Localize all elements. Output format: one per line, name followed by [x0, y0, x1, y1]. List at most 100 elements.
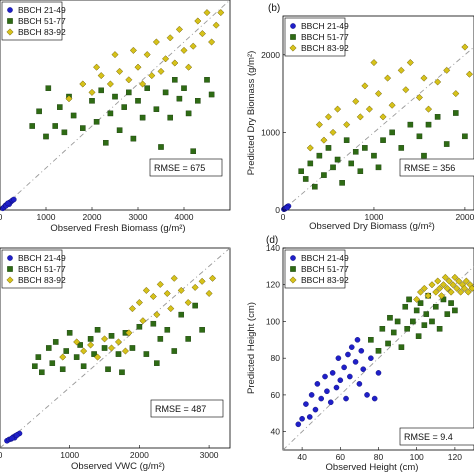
point-bbch-51-77: [29, 123, 36, 129]
point-bbch-83-92: [329, 128, 337, 136]
point-bbch-21-49: [11, 196, 17, 203]
point-bbch-51-77: [154, 360, 160, 366]
point-bbch-83-92: [361, 82, 369, 90]
scatter-marks: [0, 247, 231, 449]
point-bbch-51-77: [316, 152, 323, 159]
point-bbch-51-77: [59, 366, 66, 373]
point-bbch-83-92: [334, 105, 342, 113]
one-to-one-line: [282, 266, 474, 451]
panel-label-b: (b): [268, 3, 280, 14]
point-bbch-51-77: [385, 340, 391, 347]
legend-marker-0: [290, 23, 296, 29]
point-bbch-83-92: [451, 273, 459, 281]
point-bbch-51-77: [136, 323, 143, 330]
point-bbch-51-77: [407, 121, 414, 128]
point-bbch-51-77: [52, 339, 59, 345]
point-bbch-21-49: [333, 384, 340, 391]
point-bbch-83-92: [462, 277, 470, 285]
x-tick-label: 3000: [200, 450, 219, 460]
point-bbch-21-49: [343, 395, 349, 402]
point-bbch-83-92: [432, 288, 440, 296]
point-bbch-51-77: [416, 133, 423, 140]
point-bbch-51-77: [192, 302, 198, 309]
point-bbch-51-77: [417, 300, 424, 306]
legend-marker-2: [289, 276, 297, 284]
point-bbch-51-77: [362, 145, 368, 151]
point-bbch-51-77: [425, 121, 432, 128]
point-bbch-83-92: [424, 292, 432, 300]
one-to-one-line: [0, 0, 231, 211]
scatter-marks: [0, 0, 231, 212]
y-tick-label: 2000: [261, 50, 280, 60]
y-tick-labels: 40 60 80 100 120 140: [266, 243, 286, 437]
point-bbch-51-77: [139, 114, 146, 121]
point-bbch-83-92: [416, 288, 425, 296]
x-tick-labels: 0 1000 2000: [281, 207, 474, 222]
point-bbch-51-77: [108, 333, 115, 339]
legend-marker-0: [7, 255, 13, 261]
point-bbch-83-92: [79, 80, 87, 88]
point-bbch-51-77: [433, 303, 439, 310]
x-tick-label: 100: [410, 452, 424, 462]
point-bbch-51-77: [49, 360, 56, 366]
point-bbch-83-92: [468, 284, 474, 292]
point-bbch-51-77: [410, 318, 416, 325]
point-bbch-51-77: [204, 76, 210, 83]
legend-marker-2: [6, 28, 14, 36]
point-bbch-51-77: [89, 97, 95, 104]
legend-marker-2: [6, 276, 14, 284]
y-tick-labels: 0 1000 2000: [261, 50, 286, 215]
point-bbch-51-77: [423, 311, 430, 317]
point-bbch-83-92: [212, 21, 220, 29]
point-bbch-51-77: [167, 114, 174, 121]
point-bbch-83-92: [374, 90, 383, 98]
point-bbch-83-92: [443, 284, 451, 292]
panel-label-d: (d): [266, 235, 278, 246]
point-bbch-51-77: [406, 296, 412, 303]
point-bbch-83-92: [352, 97, 360, 105]
point-bbch-83-92: [143, 51, 151, 59]
point-bbch-51-77: [330, 164, 336, 171]
y-axis-label: Predicted Dry Biomass (g/m²): [246, 51, 257, 176]
point-bbch-21-49: [337, 377, 344, 384]
x-tick-label: 1000: [37, 212, 56, 222]
point-bbch-83-92: [129, 46, 137, 54]
x-tick-label: 0: [281, 212, 286, 222]
point-bbch-83-92: [434, 277, 442, 285]
point-bbch-21-49: [371, 395, 378, 402]
point-bbch-83-92: [139, 317, 147, 325]
rmse-label: RMSE = 675: [154, 163, 205, 173]
point-bbch-83-92: [171, 59, 179, 67]
y-tick-label: 40: [271, 427, 281, 437]
point-bbch-83-92: [402, 86, 410, 94]
point-bbch-51-77: [413, 307, 420, 314]
point-bbch-83-92: [205, 289, 213, 298]
point-bbch-51-77: [164, 327, 171, 333]
point-bbch-83-92: [189, 42, 197, 50]
point-bbch-51-77: [339, 180, 345, 186]
point-bbch-83-92: [142, 286, 150, 294]
rmse-box: [399, 427, 474, 446]
point-bbch-21-49: [364, 392, 370, 398]
y-tick-label: 1000: [261, 127, 280, 137]
point-bbch-51-77: [144, 85, 151, 91]
point-bbch-51-77: [119, 369, 125, 376]
panel-dry-biomass: (b) RMSE = 356 0 1000 2000 0 1000 2000 Obser…: [246, 3, 474, 232]
legend-marker-1: [290, 34, 296, 40]
point-bbch-83-92: [157, 67, 165, 75]
y-tick-label: 0: [275, 205, 280, 215]
point-bbch-51-77: [429, 318, 435, 325]
x-tick-label: 1000: [60, 450, 79, 460]
x-tick-label: 120: [448, 452, 462, 462]
point-bbch-83-92: [343, 121, 351, 129]
point-bbch-21-49: [335, 355, 342, 361]
point-bbch-83-92: [388, 101, 396, 109]
point-bbch-83-92: [441, 273, 449, 281]
legend-label: BBCH 21-49: [301, 21, 349, 31]
legend-marker-2: [289, 44, 297, 52]
point-bbch-83-92: [424, 105, 433, 113]
point-bbch-51-77: [325, 145, 332, 151]
legend-label: BBCH 21-49: [301, 253, 349, 263]
point-bbch-51-77: [93, 118, 100, 125]
